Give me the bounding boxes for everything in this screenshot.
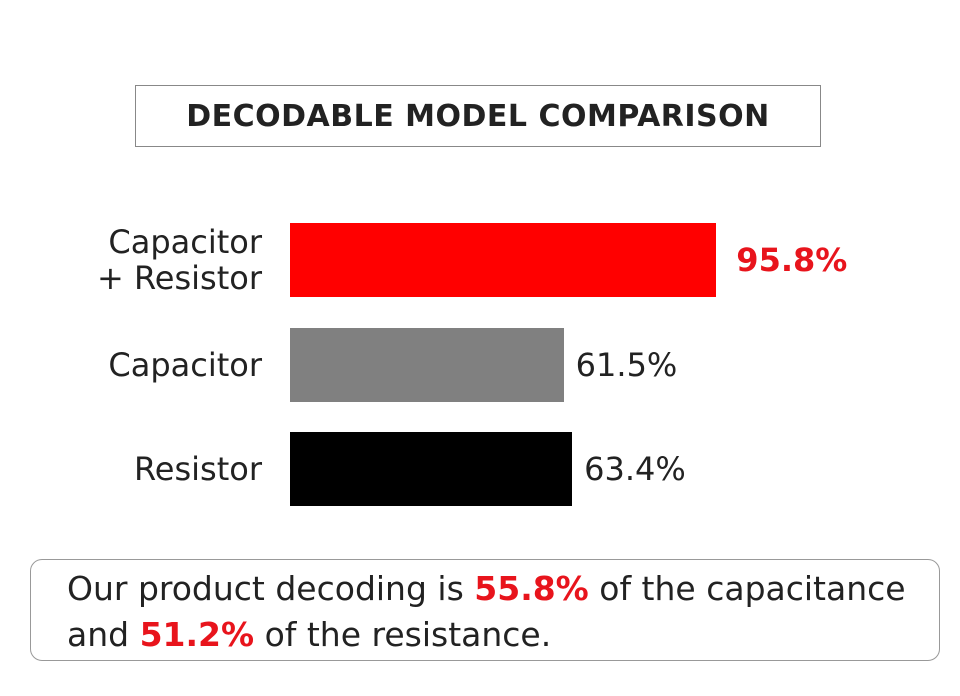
category-label: Resistor — [134, 450, 262, 488]
note-highlight: 55.8% — [474, 569, 589, 608]
value-label: 61.5% — [575, 346, 678, 384]
note-line: and 51.2% of the resistance. — [67, 612, 939, 658]
note-line: Our product decoding is 55.8% of the cap… — [67, 566, 939, 612]
chart-title: DECODABLE MODEL COMPARISON — [135, 85, 821, 147]
note-box: Our product decoding is 55.8% of the cap… — [30, 559, 940, 661]
note-text: of the resistance. — [254, 615, 552, 654]
note-highlight: 51.2% — [139, 615, 255, 654]
category-label: Capacitor — [108, 346, 262, 384]
note-text: Our product decoding is — [67, 569, 475, 608]
note-text: of the capacitance — [588, 569, 906, 608]
value-label: 95.8% — [736, 241, 848, 279]
category-label: Capacitor + Resistor — [97, 223, 262, 297]
bar — [290, 223, 717, 297]
bar — [290, 328, 564, 402]
bar — [290, 432, 573, 506]
note-text: and — [67, 615, 140, 654]
value-label: 63.4% — [584, 450, 686, 488]
